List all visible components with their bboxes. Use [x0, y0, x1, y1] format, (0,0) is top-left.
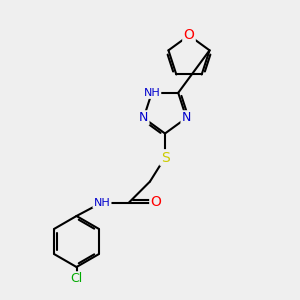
- Text: O: O: [151, 196, 161, 209]
- Text: NH: NH: [143, 88, 160, 98]
- Text: N: N: [182, 112, 191, 124]
- Text: O: O: [184, 28, 194, 42]
- Text: Cl: Cl: [70, 272, 83, 286]
- Text: S: S: [160, 151, 169, 164]
- Text: N: N: [139, 112, 148, 124]
- Text: NH: NH: [94, 197, 110, 208]
